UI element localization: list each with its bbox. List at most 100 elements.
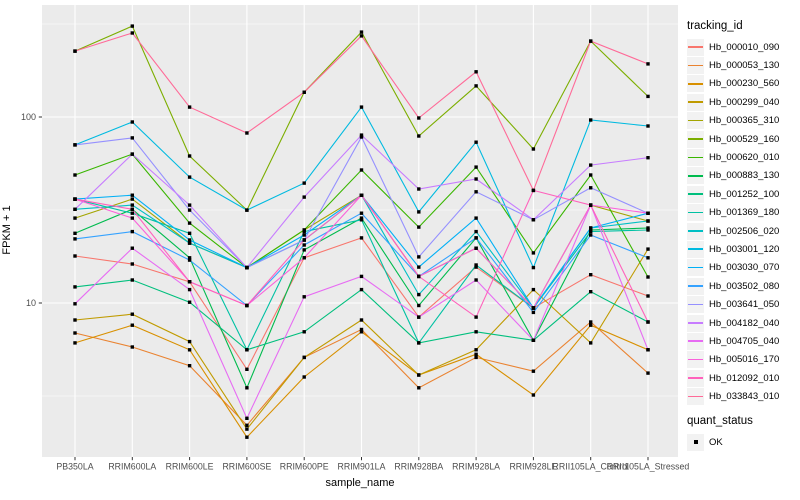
legend-entry: Hb_003502_080 [687, 277, 799, 295]
data-point [130, 216, 134, 220]
data-point [302, 181, 306, 185]
legend-entry-label: Hb_000053_130 [709, 60, 780, 72]
data-point [474, 278, 478, 282]
data-point [646, 219, 650, 223]
data-point [589, 273, 593, 277]
data-point [359, 193, 364, 197]
panel-background [42, 5, 678, 457]
legend-entry-label: Hb_001252_100 [709, 188, 780, 200]
data-point [417, 134, 421, 138]
legend-entry-label: Hb_004182_040 [709, 317, 780, 329]
data-point [646, 256, 650, 260]
quant-ok-key [687, 433, 704, 451]
axes: PB350LA RRIM600LA RRIM600LE RRIM600SE RRIM60… [21, 112, 689, 472]
data-point [474, 140, 478, 144]
x-tick-label: RRIM928LA [452, 462, 500, 472]
legend-key [687, 112, 704, 130]
data-point [589, 39, 593, 43]
data-point [646, 275, 650, 279]
legend-key [687, 57, 704, 75]
data-point [302, 233, 306, 237]
data-point [359, 30, 364, 34]
data-point [589, 203, 593, 207]
data-point [302, 256, 306, 260]
legend: tracking_id Hb_000010_090 Hb_000053_130 Hb… [687, 20, 799, 451]
data-point [589, 320, 593, 324]
data-point [646, 124, 650, 128]
data-point [302, 375, 306, 379]
legend-key-line-icon [688, 377, 703, 379]
data-point [417, 303, 421, 308]
legend-key-line-icon [688, 46, 703, 48]
data-point [302, 229, 306, 234]
data-point [187, 258, 192, 262]
legend-entry-label: Hb_003001_120 [709, 243, 780, 255]
data-point [73, 173, 77, 177]
legend-entry: Hb_001252_100 [687, 185, 799, 203]
legend-key-line-icon [688, 230, 703, 232]
legend-key [687, 75, 704, 93]
x-tick-label: RRIM600SE [222, 462, 271, 472]
data-point [359, 236, 364, 240]
data-point [646, 320, 650, 324]
legend-key [687, 149, 704, 167]
data-point [531, 218, 536, 222]
data-point [245, 435, 249, 439]
legend-entry: Hb_000883_130 [687, 167, 799, 185]
legend-entry: Hb_000053_130 [687, 56, 799, 75]
legend-entry-label: Hb_002506_020 [709, 225, 780, 237]
data-point [531, 251, 536, 255]
data-point [589, 229, 593, 234]
legend-key-line-icon [688, 211, 703, 214]
legend-entry: Hb_004182_040 [687, 314, 799, 332]
legend-key [687, 185, 704, 203]
data-point [187, 221, 192, 225]
data-point [245, 367, 249, 371]
data-point [417, 274, 421, 279]
data-point [589, 186, 593, 190]
data-point [187, 175, 192, 179]
data-point [130, 197, 134, 201]
data-point [130, 345, 134, 349]
data-point [245, 303, 249, 308]
data-point [73, 197, 77, 201]
data-point [474, 246, 478, 250]
legend-entry: Hb_004705_040 [687, 332, 799, 350]
x-tick-label: RRII105LA_Stressed [607, 462, 690, 472]
data-point [589, 341, 593, 345]
data-point [245, 131, 249, 135]
data-point [417, 315, 421, 319]
data-point [73, 254, 77, 258]
data-point [474, 165, 478, 169]
data-point [417, 386, 421, 390]
data-point [474, 229, 478, 234]
legend-key [687, 38, 704, 56]
data-point [245, 265, 249, 270]
data-point [245, 416, 249, 420]
data-point [73, 331, 77, 335]
legend-key-line-icon [688, 340, 703, 343]
data-point [187, 287, 192, 292]
data-point [417, 341, 421, 345]
legend-entry-label: Hb_000620_010 [709, 152, 780, 164]
legend-entry-label: Hb_003030_070 [709, 262, 780, 274]
data-point [73, 341, 77, 345]
data-point [73, 302, 77, 306]
data-point [73, 285, 77, 289]
legend-entry: Hb_033843_010 [687, 387, 799, 406]
data-point [187, 300, 192, 304]
x-tick-label: RRII105LA_Control [553, 462, 629, 472]
legend-key-line-icon [688, 395, 703, 398]
data-point [187, 348, 192, 352]
data-point [359, 135, 364, 139]
legend-key-line-icon [688, 303, 703, 306]
data-point [474, 216, 478, 220]
data-point [187, 154, 192, 158]
data-point [589, 173, 593, 177]
legend-key [687, 204, 704, 222]
legend-entry-quant-ok: OK [687, 433, 799, 451]
data-point [359, 218, 364, 222]
legend-entry: Hb_002506_020 [687, 222, 799, 240]
x-tick-label: RRIM600LA [108, 462, 156, 472]
